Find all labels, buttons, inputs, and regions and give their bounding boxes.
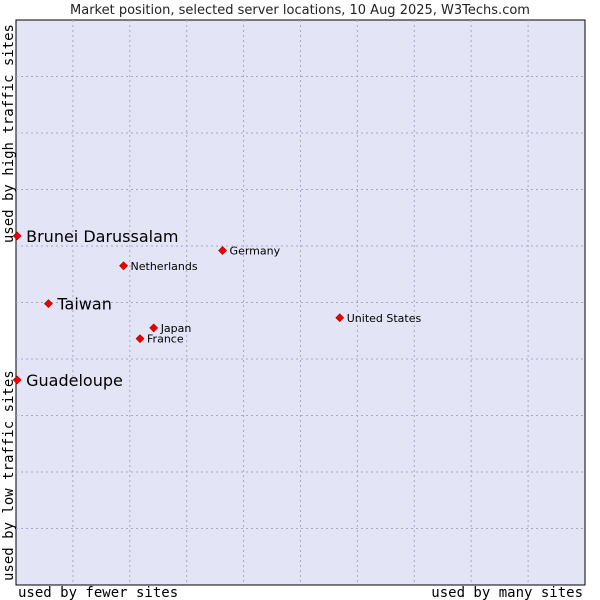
point-germany: Germany [218,245,281,258]
point-marker [149,323,159,333]
y-axis-label-high: used by high traffic sites [1,24,17,243]
y-axis-label-low: used by low traffic sites [1,370,17,581]
x-axis-label-low: used by fewer sites [18,585,178,600]
point-taiwan: Taiwan [44,295,112,314]
point-japan: Japan [149,322,192,335]
point-marker [12,375,22,385]
point-label: Germany [230,245,281,258]
point-marker [218,246,227,255]
point-label: Japan [160,322,192,335]
point-marker [335,313,345,323]
point-guadeloupe: Guadeloupe [12,371,123,390]
grid-lines [16,20,585,585]
point-marker [44,299,53,309]
point-label: Guadeloupe [26,371,123,390]
point-marker [119,261,128,271]
x-axis-label-high: used by many sites [431,585,583,600]
point-marker [135,334,145,344]
point-label: Taiwan [56,295,111,314]
point-united-states: United States [335,312,422,325]
point-france: France [135,333,184,346]
point-netherlands: Netherlands [119,260,198,273]
point-label: Netherlands [131,260,198,273]
point-brunei-darussalam: Brunei Darussalam [12,227,179,246]
point-label: United States [347,312,422,325]
data-points: Brunei Darussalam Taiwan Guadeloupe Germany… [12,227,422,390]
point-label: Brunei Darussalam [26,227,178,246]
point-label: France [147,333,184,346]
point-marker [12,231,22,241]
chart-title: Market position, selected server locatio… [70,3,530,18]
